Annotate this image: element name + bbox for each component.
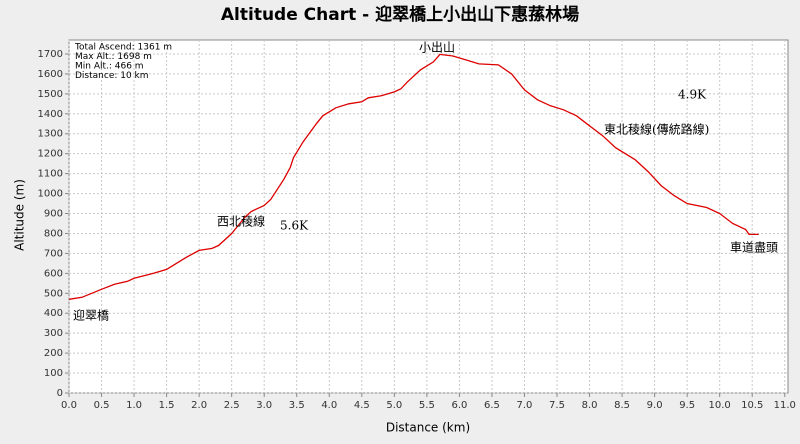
x-tick-label: 8.0 xyxy=(582,400,598,411)
x-tick-label: 1.0 xyxy=(126,400,142,411)
y-tick-label: 500 xyxy=(44,288,63,299)
y-tick-label: 1500 xyxy=(38,89,63,100)
x-tick-label: 9.5 xyxy=(679,400,695,411)
x-tick-label: 3.0 xyxy=(256,400,272,411)
x-tick-label: 10.0 xyxy=(709,400,731,411)
y-tick-label: 0 xyxy=(57,388,63,399)
y-tick-label: 400 xyxy=(44,308,63,319)
annotation: 5.6K xyxy=(280,219,309,233)
y-tick-label: 300 xyxy=(44,328,63,339)
x-axis-label: Distance (km) xyxy=(386,421,470,435)
y-tick-label: 1700 xyxy=(38,49,63,60)
annotation: 4.9K xyxy=(678,88,707,102)
x-tick-label: 9.0 xyxy=(647,400,663,411)
annotation: 東北稜線(傳統路線) xyxy=(604,122,709,137)
plot-area xyxy=(68,39,789,394)
x-tick-label: 2.0 xyxy=(191,400,207,411)
stat-line: Max Alt.: 1698 m xyxy=(75,52,152,62)
y-tick-label: 700 xyxy=(44,248,63,259)
stat-line: Min Alt.: 466 m xyxy=(75,62,144,72)
annotation: 西北稜線 xyxy=(217,214,265,229)
annotation: 車道盡頭 xyxy=(730,241,778,255)
x-tick-label: 2.5 xyxy=(224,400,240,411)
x-tick-label: 7.5 xyxy=(549,400,565,411)
x-tick-label: 6.5 xyxy=(484,400,500,411)
x-tick-label: 5.5 xyxy=(419,400,435,411)
chart-title: Altitude Chart - 迎翠橋上小出山下惠蓀林場 xyxy=(221,4,579,25)
annotation: 小出山 xyxy=(419,41,455,55)
annotation: 迎翠橋 xyxy=(73,309,109,323)
x-tick-label: 3.5 xyxy=(289,400,305,411)
stat-line: Total Ascend: 1361 m xyxy=(74,43,172,53)
x-tick-label: 4.5 xyxy=(354,400,370,411)
x-tick-label: 6.0 xyxy=(451,400,467,411)
x-tick-label: 7.0 xyxy=(517,400,533,411)
x-tick-label: 10.5 xyxy=(741,400,763,411)
x-tick-label: 5.0 xyxy=(386,400,402,411)
y-tick-label: 900 xyxy=(44,209,63,220)
x-tick-label: 1.5 xyxy=(159,400,175,411)
y-tick-label: 800 xyxy=(44,228,63,239)
y-tick-label: 1100 xyxy=(38,169,63,180)
stat-line: Distance: 10 km xyxy=(75,71,149,81)
x-tick-label: 0.5 xyxy=(94,400,110,411)
y-tick-label: 1200 xyxy=(38,149,63,160)
y-tick-label: 1300 xyxy=(38,129,63,140)
altitude-line xyxy=(68,53,759,300)
y-tick-label: 200 xyxy=(44,348,63,359)
y-tick-label: 1400 xyxy=(38,109,63,120)
y-tick-label: 1600 xyxy=(38,69,63,80)
y-axis-label: Altitude (m) xyxy=(13,179,27,251)
y-tick-label: 100 xyxy=(44,368,63,379)
y-tick-label: 1000 xyxy=(38,189,63,200)
x-tick-label: 0.0 xyxy=(61,400,77,411)
y-tick-label: 600 xyxy=(44,268,63,279)
x-tick-label: 8.5 xyxy=(614,400,630,411)
x-tick-label: 4.0 xyxy=(321,400,337,411)
x-tick-label: 11.0 xyxy=(774,400,796,411)
